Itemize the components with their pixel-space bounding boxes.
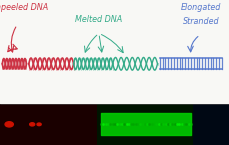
Bar <box>0 104 96 145</box>
Text: Elongated: Elongated <box>180 3 221 12</box>
Circle shape <box>30 123 35 126</box>
Text: Unpeeled DNA: Unpeeled DNA <box>0 3 49 12</box>
Circle shape <box>37 123 41 126</box>
Bar <box>192 104 229 145</box>
Bar <box>96 104 192 145</box>
Text: Melted DNA: Melted DNA <box>75 14 122 23</box>
Circle shape <box>5 122 13 127</box>
Text: Stranded: Stranded <box>182 17 219 26</box>
